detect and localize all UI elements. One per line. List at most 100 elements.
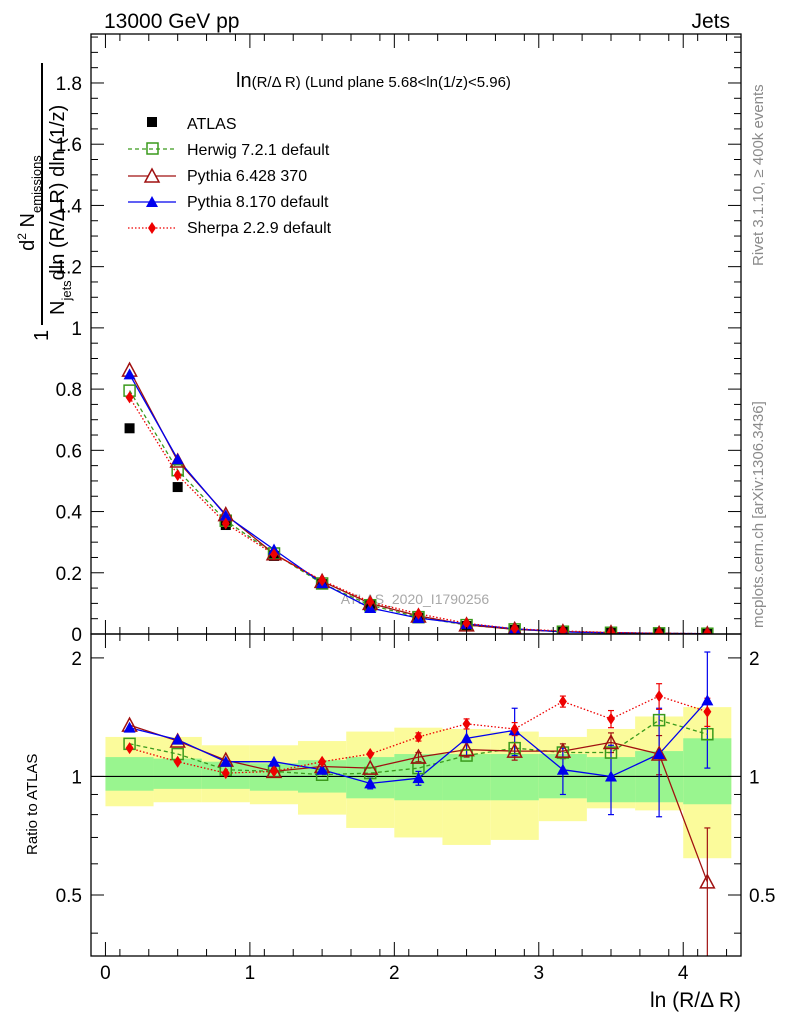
x-tick-label: 3 bbox=[533, 963, 544, 984]
ratio-y-tick-label: 2 bbox=[71, 649, 82, 670]
legend-sherpa-marker bbox=[148, 222, 156, 234]
rivet-version-label: Rivet 3.1.10, ≥ 400k events bbox=[750, 84, 767, 266]
legend: ATLAS Herwig 7.2.1 default Pythia 6.428 … bbox=[128, 116, 332, 237]
ratio-point-pythia8 bbox=[171, 733, 184, 745]
data-point-sherpa bbox=[318, 574, 327, 587]
header-jets-label: Jets bbox=[691, 10, 730, 33]
ratio-point-sherpa bbox=[462, 717, 471, 730]
data-point-sherpa bbox=[655, 627, 664, 634]
data-point-pythia8 bbox=[171, 453, 184, 465]
y-axis-label-main: d2 Nemissions Njetsdln (R/Δ R) dln (1/z)… bbox=[15, 63, 74, 341]
x-tick-label: 2 bbox=[389, 963, 400, 984]
ratio-panel: 0.5 0.5 1 1 2 2 0 1 2 3 4 bbox=[56, 633, 775, 984]
y-tick-label-main: 1.8 bbox=[56, 74, 82, 95]
ratio-point-pythia8 bbox=[701, 694, 714, 706]
ratio-point-pythia6 bbox=[650, 745, 668, 761]
ratio-frame bbox=[90, 633, 742, 957]
title-rest: (Lund plane 5.68<ln(1/z)<5.96) bbox=[305, 74, 511, 91]
data-point-sherpa bbox=[558, 624, 567, 634]
ratio-point-pythia8 bbox=[460, 732, 473, 744]
data-point-sherpa bbox=[510, 622, 519, 634]
data-point-pythia8 bbox=[123, 368, 136, 380]
ylabel-denom: Njetsdln (R/Δ R) dln (1/z) bbox=[47, 105, 74, 315]
ratio-point-pythia6 bbox=[554, 742, 572, 758]
ratio-point-sherpa bbox=[558, 695, 567, 708]
ratio-point-pythia8 bbox=[268, 755, 281, 767]
ratio-point-sherpa bbox=[125, 742, 134, 755]
data-point-sherpa bbox=[173, 469, 182, 482]
data-point-sherpa bbox=[270, 548, 279, 561]
legend-herwig-marker bbox=[146, 142, 159, 155]
ratio-y-tick-label-right: 1 bbox=[749, 767, 760, 788]
analysis-watermark: ATLAS_2020_I1790256 bbox=[341, 591, 490, 607]
ratio-point-sherpa bbox=[366, 748, 375, 761]
data-point-sherpa bbox=[462, 617, 471, 630]
plot-title: ln(R/Δ R) (Lund plane 5.68<ln(1/z)<5.96) bbox=[236, 70, 511, 92]
ratio-point-sherpa bbox=[510, 722, 519, 735]
ratio-point-pythia8 bbox=[556, 763, 569, 775]
ratio-y-tick-label: 0.5 bbox=[56, 886, 82, 907]
ratio-point-pythia6 bbox=[410, 748, 427, 764]
ratio-point-sherpa bbox=[607, 712, 615, 725]
header-energy-label: 13000 GeV pp bbox=[104, 10, 239, 33]
ylabel-one: 1 bbox=[31, 330, 53, 341]
data-point-sherpa bbox=[703, 627, 712, 634]
y-tick-label-main: 0.2 bbox=[56, 564, 82, 585]
y-tick-label-main: 1.6 bbox=[56, 135, 82, 156]
legend-pythia6-label: Pythia 6.428 370 bbox=[187, 168, 307, 185]
legend-herwig-label: Herwig 7.2.1 default bbox=[187, 142, 330, 159]
ratio-point-sherpa bbox=[655, 690, 664, 703]
data-point-sherpa bbox=[414, 607, 423, 620]
ratio-point-pythia6 bbox=[506, 742, 523, 758]
ratio-point-herwig bbox=[556, 746, 570, 759]
legend-sherpa-label: Sherpa 2.2.9 default bbox=[187, 220, 332, 237]
ratio-y-tick-label: 1 bbox=[71, 767, 82, 788]
ratio-point-pythia6 bbox=[602, 733, 620, 750]
legend-atlas-marker bbox=[147, 117, 157, 127]
ratio-point-sherpa bbox=[318, 755, 327, 768]
ratio-y-tick-label-right: 2 bbox=[749, 649, 760, 670]
x-tick-label: 4 bbox=[678, 963, 689, 984]
ylabel-numer: d2 Nemissions bbox=[15, 155, 44, 251]
ratio-point-pythia8 bbox=[364, 777, 377, 789]
data-point-atlas bbox=[172, 482, 183, 493]
title-var: (R/Δ R) bbox=[252, 74, 301, 91]
x-tick-label: 1 bbox=[245, 963, 256, 984]
y-tick-label-main: 0 bbox=[71, 625, 82, 646]
ratio-point-sherpa bbox=[270, 765, 279, 778]
main-panel: 0 0.2 0.4 0.6 0.8 1 1.2 1.4 1.6 1.8 bbox=[56, 33, 742, 646]
y-tick-label-main: 0.8 bbox=[56, 380, 82, 401]
legend-atlas-label: ATLAS bbox=[187, 116, 237, 133]
ratio-point-pythia8 bbox=[219, 755, 232, 767]
ratio-point-pythia8 bbox=[316, 763, 329, 775]
x-axis-label: ln (R/Δ R) bbox=[650, 989, 741, 1012]
data-point-pythia8 bbox=[219, 509, 232, 521]
y-tick-label-main: 1.2 bbox=[56, 258, 82, 279]
ratio-point-sherpa bbox=[414, 730, 423, 743]
y-axis-label-ratio: Ratio to ATLAS bbox=[24, 754, 41, 855]
data-point-sherpa bbox=[221, 517, 230, 530]
legend-pythia8-marker bbox=[146, 196, 158, 207]
ratio-band-inner bbox=[105, 757, 154, 791]
mcplots-label: mcplots.cern.ch [arXiv:1306.3436] bbox=[750, 401, 767, 628]
data-point-sherpa bbox=[366, 595, 375, 608]
ratio-point-pythia8 bbox=[123, 721, 136, 733]
y-tick-label-main: 1.4 bbox=[56, 196, 83, 217]
y-tick-label-main: 0.4 bbox=[56, 503, 83, 524]
data-point-sherpa bbox=[125, 391, 134, 404]
ratio-y-tick-label-right: 0.5 bbox=[749, 886, 775, 907]
ratio-point-pythia6 bbox=[458, 741, 475, 757]
ratio-point-herwig bbox=[604, 746, 618, 759]
y-tick-label-main: 1 bbox=[71, 319, 82, 340]
ratio-point-sherpa bbox=[221, 767, 230, 780]
ratio-band-inner bbox=[490, 754, 539, 801]
ratio-point-sherpa bbox=[703, 705, 712, 718]
ratio-point-pythia8 bbox=[653, 748, 666, 760]
legend-pythia6-marker bbox=[143, 167, 161, 183]
ratio-point-pythia6 bbox=[361, 759, 379, 775]
ratio-point-sherpa bbox=[173, 755, 182, 768]
data-point-atlas bbox=[124, 423, 135, 434]
ratio-point-pythia8 bbox=[412, 772, 425, 784]
ratio-point-herwig bbox=[652, 713, 666, 727]
